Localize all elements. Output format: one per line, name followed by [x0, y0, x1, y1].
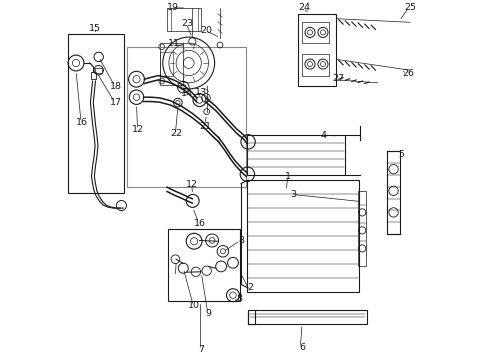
- Text: 2: 2: [246, 284, 252, 292]
- Text: 1: 1: [284, 172, 290, 181]
- Text: 24: 24: [297, 3, 309, 12]
- Text: 22: 22: [170, 129, 182, 138]
- Bar: [95, 68, 102, 73]
- Bar: [91, 72, 96, 79]
- Bar: [167, 8, 201, 31]
- Text: 4: 4: [320, 130, 326, 139]
- Bar: [297, 14, 335, 86]
- Text: 15: 15: [89, 23, 101, 32]
- Text: 10: 10: [188, 302, 200, 310]
- Bar: [302, 22, 328, 43]
- Bar: [160, 52, 172, 76]
- Text: 5: 5: [397, 150, 403, 159]
- Text: 7: 7: [198, 346, 204, 354]
- Bar: [247, 310, 366, 324]
- Bar: [68, 34, 123, 193]
- Text: 16: 16: [76, 118, 88, 127]
- Text: 14: 14: [181, 89, 192, 98]
- Bar: [358, 191, 366, 266]
- Text: 23: 23: [181, 19, 193, 28]
- Bar: [247, 135, 344, 175]
- Text: 18: 18: [109, 82, 122, 91]
- Text: 8: 8: [238, 236, 244, 245]
- Text: 12: 12: [186, 180, 198, 189]
- Text: 9: 9: [205, 309, 211, 318]
- Text: 11: 11: [168, 40, 180, 49]
- Text: 27: 27: [331, 74, 344, 83]
- Text: 16: 16: [193, 219, 205, 228]
- Text: 21: 21: [199, 122, 210, 131]
- Text: 6: 6: [299, 343, 305, 352]
- Text: 19: 19: [166, 3, 178, 12]
- Bar: [247, 180, 358, 292]
- Bar: [302, 54, 328, 76]
- Text: 13: 13: [195, 88, 207, 97]
- Text: 17: 17: [109, 98, 122, 107]
- Text: 25: 25: [403, 3, 415, 12]
- Text: 20: 20: [200, 26, 212, 35]
- Bar: [168, 229, 240, 301]
- Text: 3: 3: [289, 190, 296, 199]
- Bar: [160, 43, 183, 85]
- Bar: [386, 151, 400, 234]
- Text: 8: 8: [236, 293, 242, 302]
- Text: 12: 12: [132, 125, 144, 134]
- Text: 26: 26: [402, 69, 413, 78]
- Bar: [126, 47, 245, 187]
